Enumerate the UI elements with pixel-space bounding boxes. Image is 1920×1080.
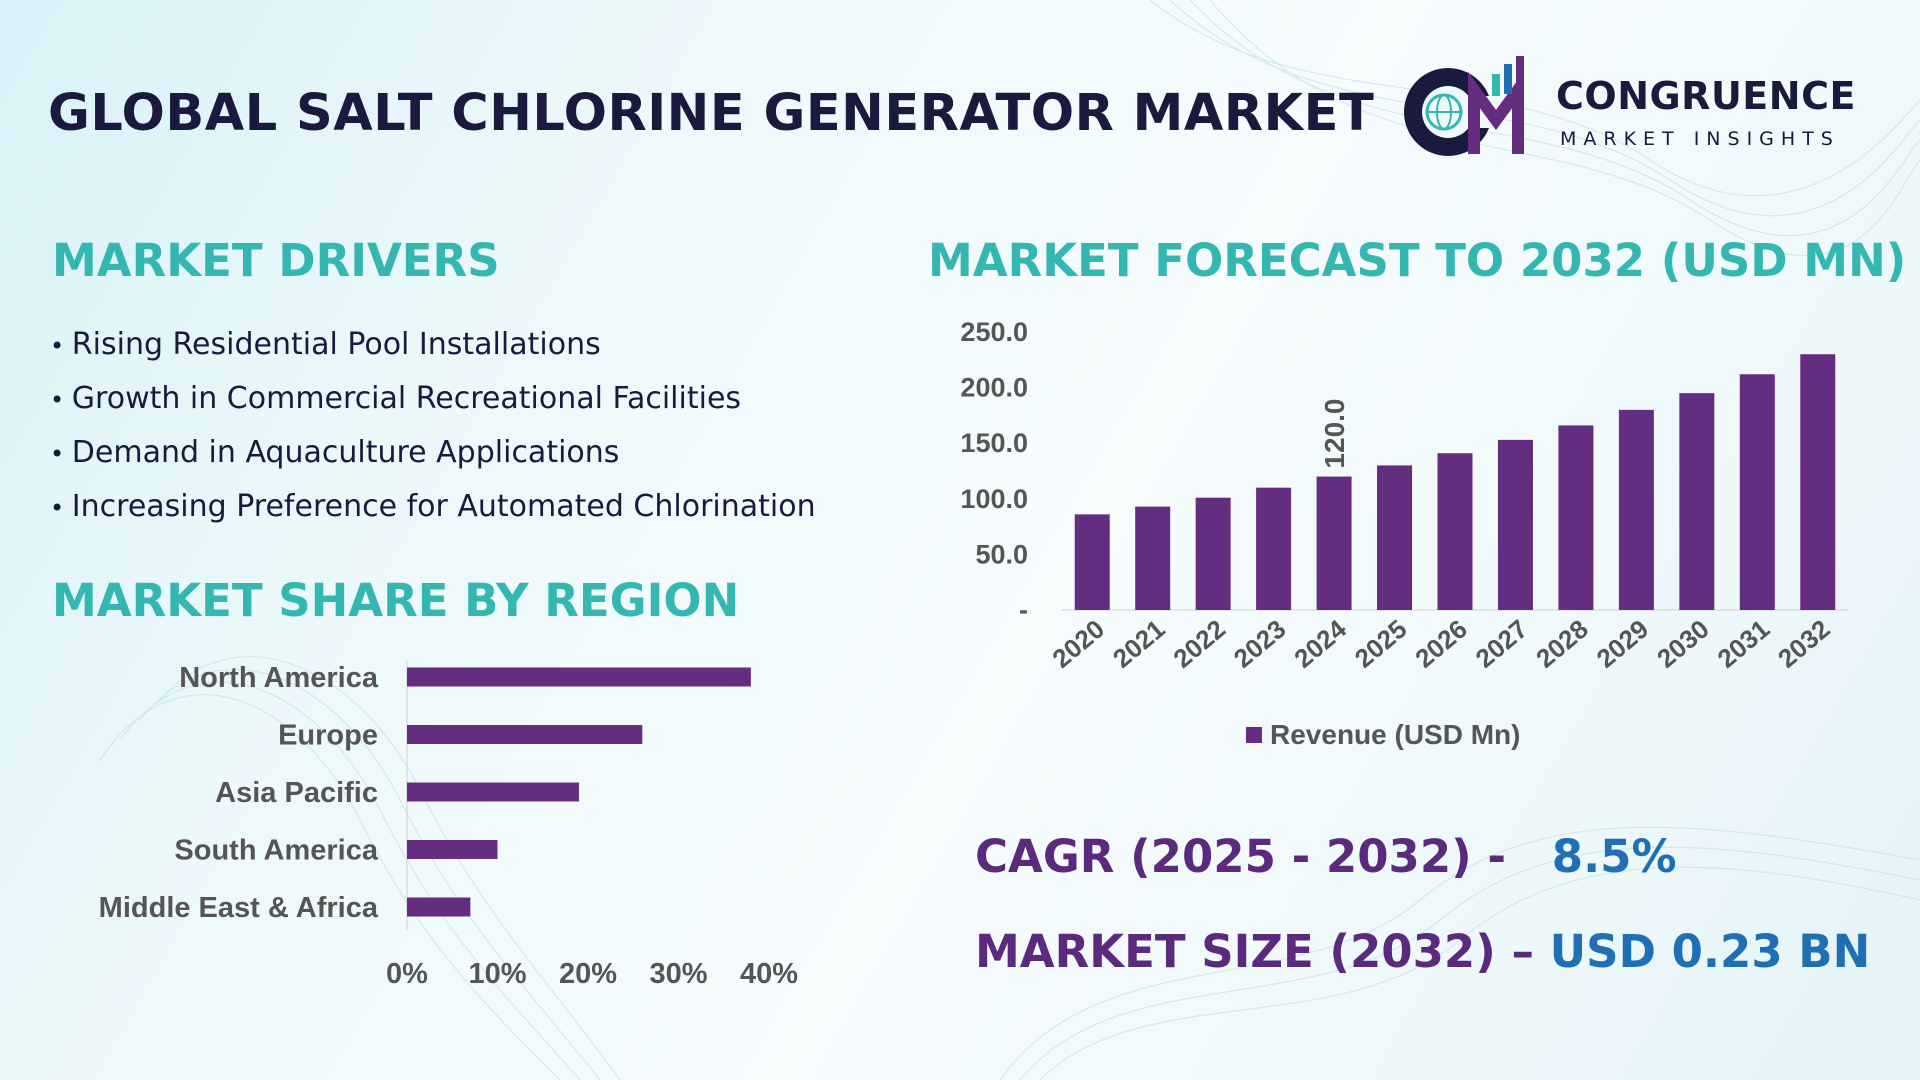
forecast-bar: [1558, 425, 1594, 610]
market-size-label: MARKET SIZE (2032) –: [975, 925, 1534, 978]
legend-swatch: [1246, 727, 1262, 743]
page-title: GLOBAL SALT CHLORINE GENERATOR MARKET: [48, 84, 1375, 143]
x-tick-label: 2027: [1470, 614, 1534, 674]
x-tick-label: 2023: [1228, 614, 1292, 674]
region-bar-chart: North America Europe Asia Pacific South Ame…: [99, 660, 798, 990]
driver-item: Increasing Preference for Automated Chlo…: [50, 484, 816, 538]
forecast-bar: [1074, 514, 1110, 610]
driver-item: Growth in Commercial Recreational Facili…: [50, 376, 816, 430]
forecast-bar: [1135, 506, 1171, 610]
forecast-bar: [1618, 409, 1654, 610]
forecast-bar: [1316, 476, 1352, 610]
drivers-title: MARKET DRIVERS: [52, 234, 500, 287]
region-bar: [407, 782, 579, 802]
data-label: 120.0: [1319, 398, 1350, 468]
x-tick-label: 0%: [386, 958, 428, 990]
drivers-list: Rising Residential Pool Installations Gr…: [50, 322, 816, 538]
forecast-bar-chart: -50.0100.0150.0200.0250.0202020212022202…: [960, 317, 1848, 750]
x-tick-label: 2024: [1288, 613, 1352, 674]
y-tick-label: -: [1019, 595, 1028, 625]
x-tick-label: 10%: [468, 958, 526, 990]
x-tick-label: 2020: [1046, 614, 1110, 674]
x-tick-label: 2031: [1712, 614, 1776, 674]
region-title: MARKET SHARE BY REGION: [52, 574, 740, 627]
forecast-bar: [1800, 354, 1836, 610]
x-tick-label: 2022: [1167, 614, 1231, 674]
region-bar: [407, 725, 643, 744]
forecast-bar: [1679, 393, 1715, 610]
region-label: North America: [179, 662, 379, 694]
x-tick-label: 2026: [1409, 614, 1473, 674]
x-tick-label: 30%: [649, 958, 707, 990]
region-label: Asia Pacific: [215, 777, 378, 809]
logo-name: CONGRUENCE: [1556, 74, 1856, 118]
driver-item: Rising Residential Pool Installations: [50, 322, 816, 376]
y-tick-label: 200.0: [960, 373, 1028, 403]
forecast-bar: [1256, 487, 1292, 610]
region-label: Middle East & Africa: [99, 892, 379, 924]
forecast-bar: [1497, 439, 1533, 610]
region-label: Europe: [278, 720, 378, 752]
y-tick-label: 100.0: [960, 484, 1028, 514]
forecast-bar: [1377, 465, 1413, 610]
x-tick-label: 2032: [1772, 614, 1836, 674]
legend-label: Revenue (USD Mn): [1270, 719, 1520, 750]
forecast-bar: [1195, 497, 1231, 610]
x-tick-label: 2021: [1107, 614, 1171, 674]
region-bar: [407, 897, 471, 917]
cagr-value: 8.5%: [1551, 830, 1677, 883]
region-bar: [407, 667, 751, 687]
x-tick-label: 2028: [1530, 614, 1594, 674]
forecast-bar: [1437, 453, 1473, 610]
y-tick-label: 250.0: [960, 317, 1028, 347]
cagr-kpi: CAGR (2025 - 2032) - 8.5%: [975, 830, 1677, 883]
forecast-bar: [1739, 374, 1775, 610]
region-label: South America: [174, 835, 378, 867]
x-tick-label: 2029: [1591, 614, 1655, 674]
region-bar: [407, 840, 498, 859]
x-tick-label: 20%: [559, 958, 617, 990]
market-size-value: USD 0.23 BN: [1549, 925, 1871, 978]
y-tick-label: 50.0: [975, 539, 1028, 569]
logo-mark-icon: [1404, 56, 1524, 156]
market-size-kpi: MARKET SIZE (2032) – USD 0.23 BN: [975, 925, 1870, 978]
driver-item: Demand in Aquaculture Applications: [50, 430, 816, 484]
y-tick-label: 150.0: [960, 428, 1028, 458]
x-tick-label: 2025: [1349, 614, 1413, 674]
logo-tagline: MARKET INSIGHTS: [1560, 128, 1840, 150]
forecast-title: MARKET FORECAST TO 2032 (USD MN): [928, 234, 1907, 287]
x-tick-label: 40%: [740, 958, 798, 990]
cagr-label: CAGR (2025 - 2032) -: [975, 830, 1507, 883]
x-tick-label: 2030: [1651, 614, 1715, 674]
brand-logo: CONGRUENCE MARKET INSIGHTS: [1400, 54, 1870, 164]
